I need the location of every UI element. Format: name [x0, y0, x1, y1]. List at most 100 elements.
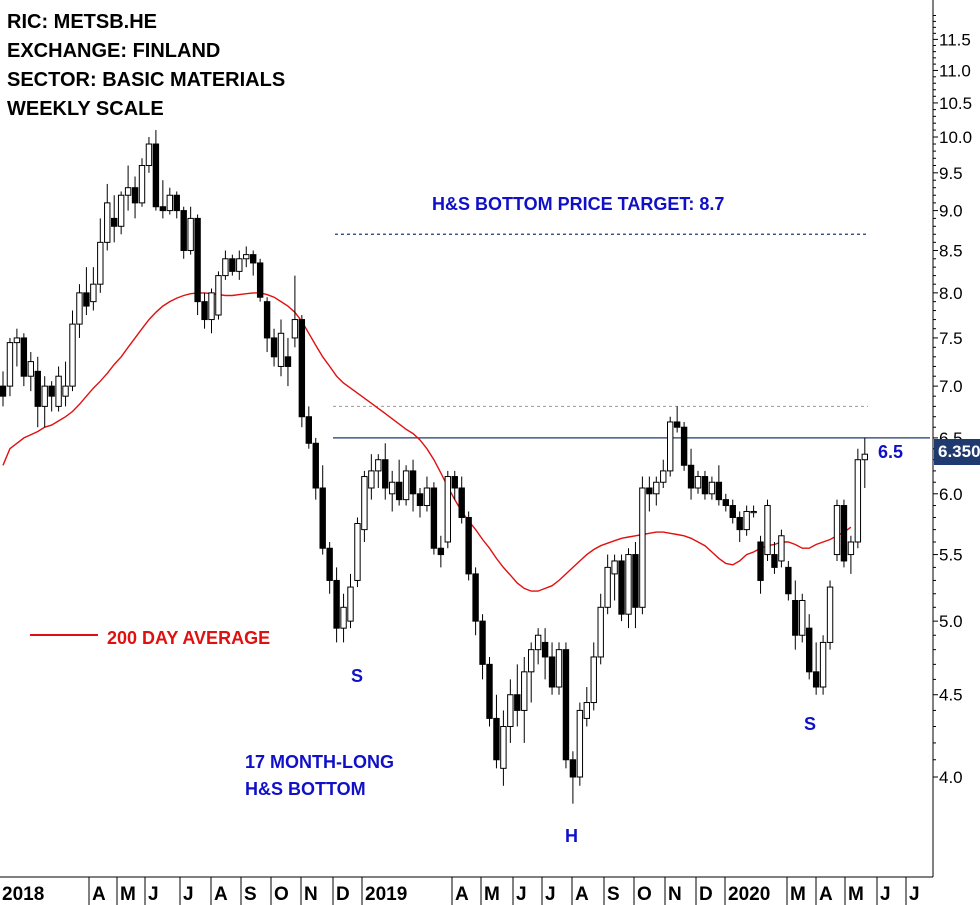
candle-body — [611, 560, 618, 575]
candle-body — [534, 634, 542, 651]
candle-body — [20, 337, 28, 377]
candle-body — [284, 356, 292, 367]
x-tick-label: J — [880, 884, 891, 905]
candle-body — [173, 194, 180, 212]
candle-body — [687, 464, 695, 489]
candle-body — [486, 663, 493, 719]
candle-body — [819, 641, 827, 688]
legend-line-sample — [30, 634, 98, 636]
candle-body — [62, 385, 69, 397]
candle-body — [514, 694, 521, 711]
y-tick-label: 8.0 — [939, 284, 963, 303]
candle-body — [555, 649, 563, 688]
x-tick-label: J — [148, 884, 159, 905]
candle-body — [521, 671, 528, 711]
candle-body — [375, 459, 382, 472]
right-shoulder-label: S — [804, 714, 817, 734]
ric-label: RIC: METSB.HE — [7, 11, 157, 33]
candle-body — [201, 301, 208, 321]
candle-body — [778, 535, 785, 562]
x-tick-label: S — [244, 884, 257, 905]
y-tick-label: 11.5 — [939, 30, 971, 49]
candle-body — [701, 476, 709, 495]
last-price-badge: 6.350 — [934, 439, 980, 465]
x-tick-label: N — [668, 884, 682, 905]
candle-body — [368, 470, 375, 489]
x-tick-label: J — [516, 884, 527, 905]
candle-body — [305, 416, 313, 444]
exchange-label: EXCHANGE: FINLAND — [7, 40, 221, 62]
candle-body — [632, 554, 639, 608]
candle-body — [395, 481, 403, 501]
candle-body — [826, 586, 834, 643]
y-tick-label: 9.5 — [939, 164, 963, 183]
candle-body — [660, 470, 667, 483]
candle-body — [500, 725, 507, 769]
x-tick-label: A — [575, 884, 589, 905]
candle-body — [416, 493, 424, 507]
candle-body — [764, 505, 771, 556]
candle-body — [507, 694, 514, 727]
x-tick-label: 2019 — [365, 884, 407, 905]
candle-body — [41, 385, 48, 407]
x-tick-label: M — [848, 884, 864, 905]
head-label: H — [565, 826, 578, 846]
candle-body — [159, 206, 167, 212]
candle-body — [812, 671, 820, 688]
candle-body — [27, 361, 35, 377]
y-tick-label: 8.5 — [939, 242, 963, 261]
candle-body — [437, 547, 445, 556]
candle-body — [715, 481, 723, 501]
candle-body — [319, 487, 326, 549]
candle-body — [548, 656, 556, 688]
candle-body — [618, 560, 625, 615]
candle-body — [298, 319, 306, 418]
candle-body — [312, 442, 319, 489]
candle-body — [236, 258, 243, 272]
candle-body — [569, 759, 577, 778]
scale-label: WEEKLY SCALE — [7, 98, 164, 120]
x-tick-label: D — [699, 884, 713, 905]
candle-body — [97, 241, 104, 285]
y-tick-label: 4.0 — [939, 768, 963, 787]
price-target-label: H&S BOTTOM PRICE TARGET: 8.7 — [432, 194, 725, 214]
candle-body — [409, 470, 417, 495]
candle-body — [597, 606, 604, 658]
candle-body — [479, 620, 486, 665]
candle-body — [382, 459, 389, 489]
candle-body — [444, 476, 452, 543]
candle-body — [833, 505, 841, 556]
x-tick-label: J — [545, 884, 556, 905]
candle-body — [451, 476, 458, 489]
candle-body — [222, 258, 229, 277]
candle-body — [736, 516, 743, 531]
candle-body — [145, 143, 153, 167]
candle-body — [215, 275, 222, 316]
x-tick-label: N — [304, 884, 318, 905]
candle-body — [0, 385, 7, 397]
candle-body — [389, 481, 396, 495]
candle-body — [326, 547, 333, 581]
candle-body — [528, 649, 535, 673]
moving-average-line — [2, 292, 852, 592]
candle-body — [465, 516, 472, 575]
candle-body — [792, 599, 799, 636]
y-tick-label: 10.0 — [939, 128, 972, 147]
y-tick-label: 6.0 — [939, 485, 963, 504]
candle-body — [270, 337, 278, 358]
y-tick-label: 7.0 — [939, 377, 963, 396]
candle-body — [48, 385, 55, 397]
candle-body — [402, 470, 410, 501]
neckline-value-label: 6.5 — [878, 442, 904, 462]
y-tick-label: 4.5 — [939, 686, 963, 705]
candle-body — [806, 627, 813, 673]
x-tick-label: A — [92, 884, 106, 905]
candle-body — [117, 194, 125, 227]
candle-body — [34, 370, 41, 407]
candle-body — [256, 262, 264, 298]
instrument-info: RIC: METSB.HE EXCHANGE: FINLAND SECTOR: … — [7, 8, 285, 124]
sector-label: SECTOR: BASIC MATERIALS — [7, 69, 286, 91]
x-tick-label: 2020 — [728, 884, 770, 905]
pattern-line2-label: H&S BOTTOM — [245, 779, 366, 799]
